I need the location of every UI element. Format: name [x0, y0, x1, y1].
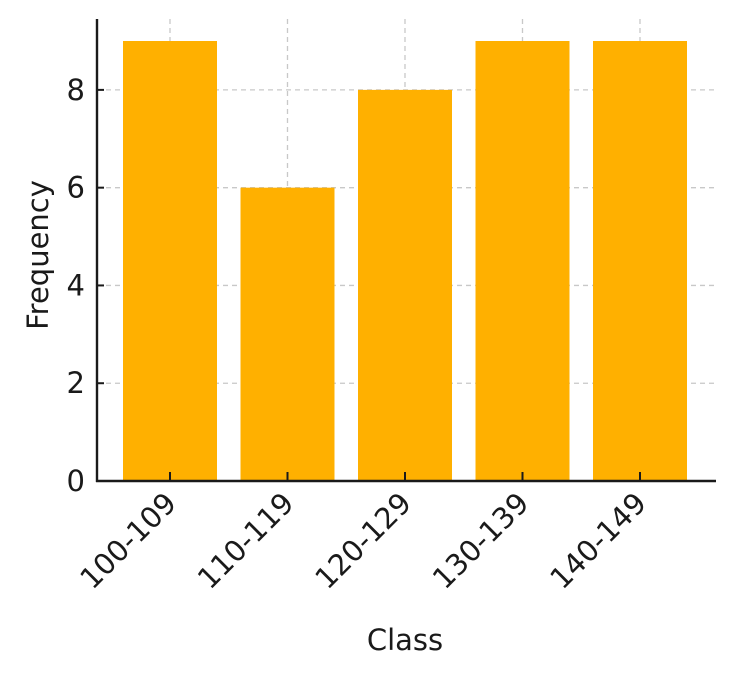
- x-tick-label: 100-109: [73, 486, 183, 596]
- x-tick-label: 140-149: [543, 486, 653, 596]
- y-tick-label: 6: [67, 171, 85, 205]
- x-axis-title: Class: [367, 623, 443, 657]
- bar: [240, 187, 335, 481]
- x-tick-label: 120-129: [308, 486, 418, 596]
- bars: [123, 41, 687, 481]
- bar: [475, 41, 570, 481]
- bar: [123, 41, 217, 481]
- x-tick-label: 130-139: [426, 486, 536, 596]
- y-tick-label: 8: [67, 73, 85, 107]
- y-tick-label: 4: [67, 268, 85, 302]
- bar: [358, 89, 452, 481]
- bar: [593, 41, 687, 481]
- y-tick-label: 2: [67, 366, 85, 400]
- y-tick-label: 0: [67, 464, 85, 498]
- y-axis-title: Frequency: [21, 180, 55, 330]
- x-tick-label: 110-119: [191, 486, 301, 596]
